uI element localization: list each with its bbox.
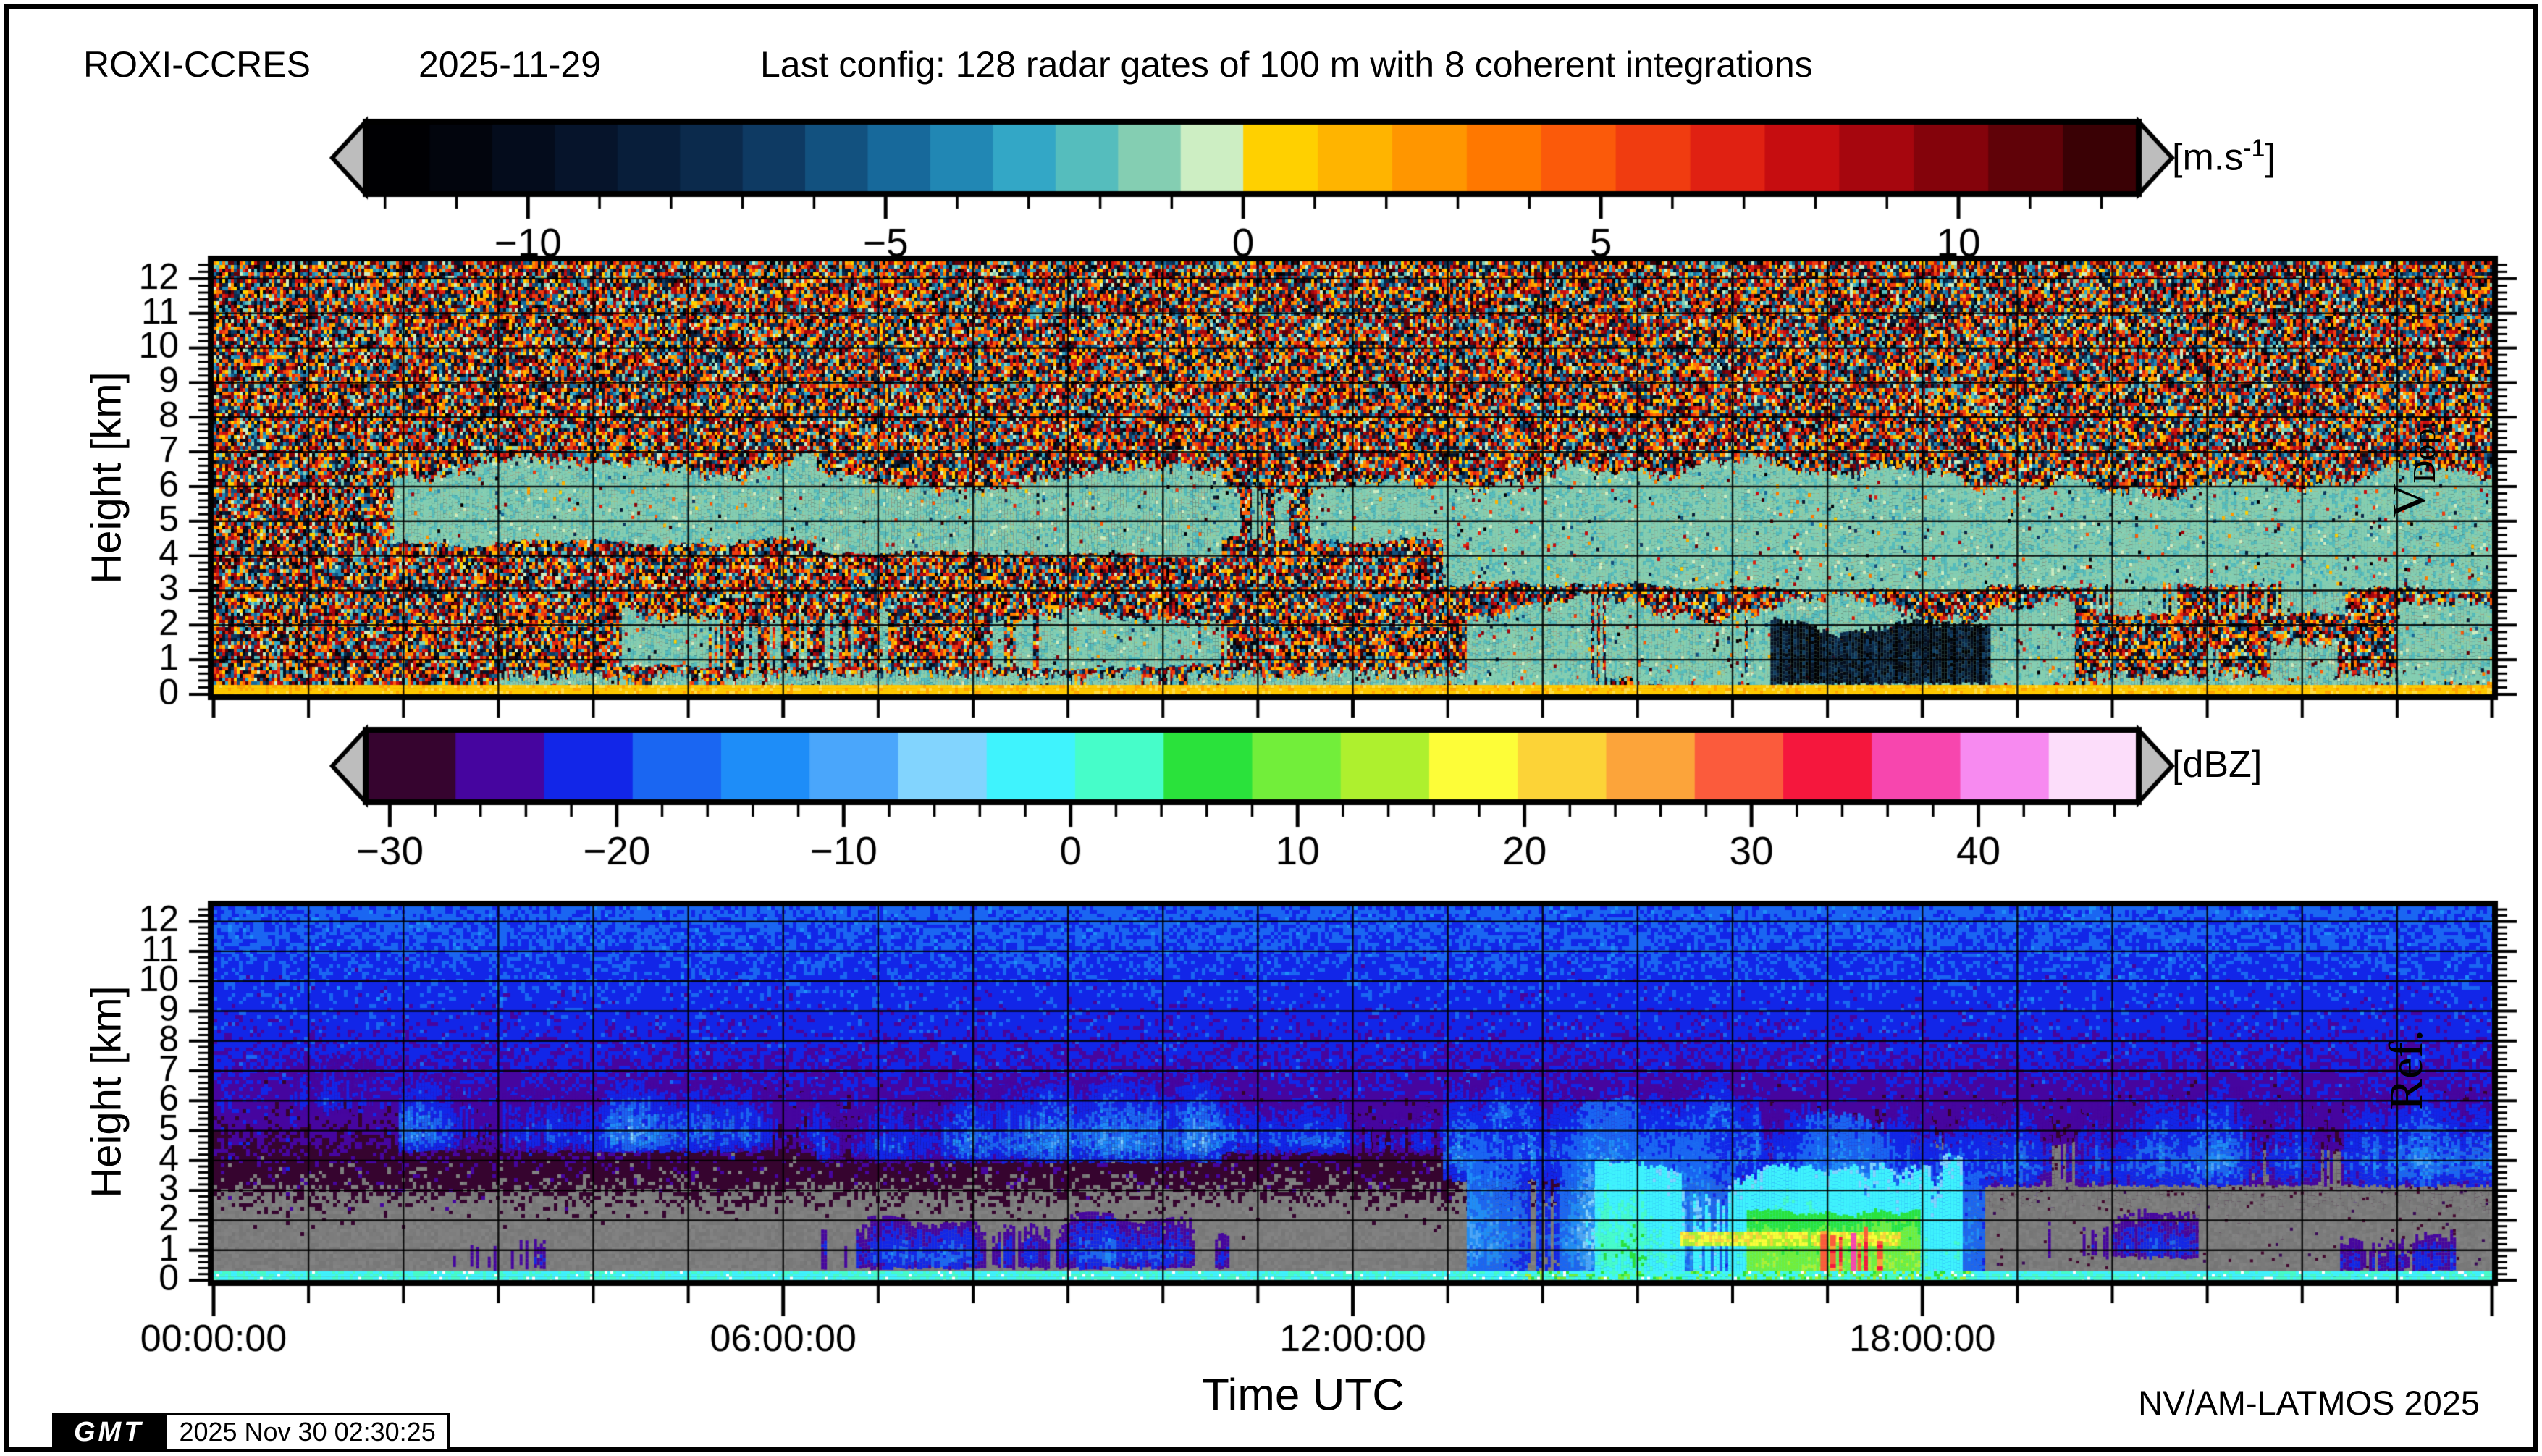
velocity-colorbar-units: [m.s-1] [2172,135,2276,179]
gmt-logo: GMT [52,1413,166,1452]
observation-date: 2025-11-29 [418,44,602,85]
velocity-subscript: Dop. [2407,420,2443,484]
x-axis-title: Time UTC [1201,1370,1405,1421]
reflectivity-colorbar-units: [dBZ] [2172,744,2263,786]
gmt-stamp-row: GMT 2025 Nov 30 02:30:25 [52,1413,450,1452]
credit-text: NV/AM-LATMOS 2025 [2138,1384,2480,1422]
radar-config-text: Last config: 128 radar gates of 100 m wi… [760,44,1813,85]
reflectivity-panel-right-title: Ref. [2380,1030,2433,1111]
velocity-unit-prefix: [m.s [2172,136,2244,179]
velocity-panel-y-axis-title: Height [km] [83,371,130,584]
station-name: ROXI-CCRES [83,44,311,85]
velocity-symbol: V [2382,483,2436,518]
velocity-unit-exponent: -1 [2243,135,2265,162]
creation-timestamp: 2025 Nov 30 02:30:25 [165,1413,450,1452]
velocity-unit-suffix: ] [2265,136,2276,179]
velocity-panel-right-title: VDop. [2382,421,2443,518]
reflectivity-panel-y-axis-title: Height [km] [83,985,130,1198]
